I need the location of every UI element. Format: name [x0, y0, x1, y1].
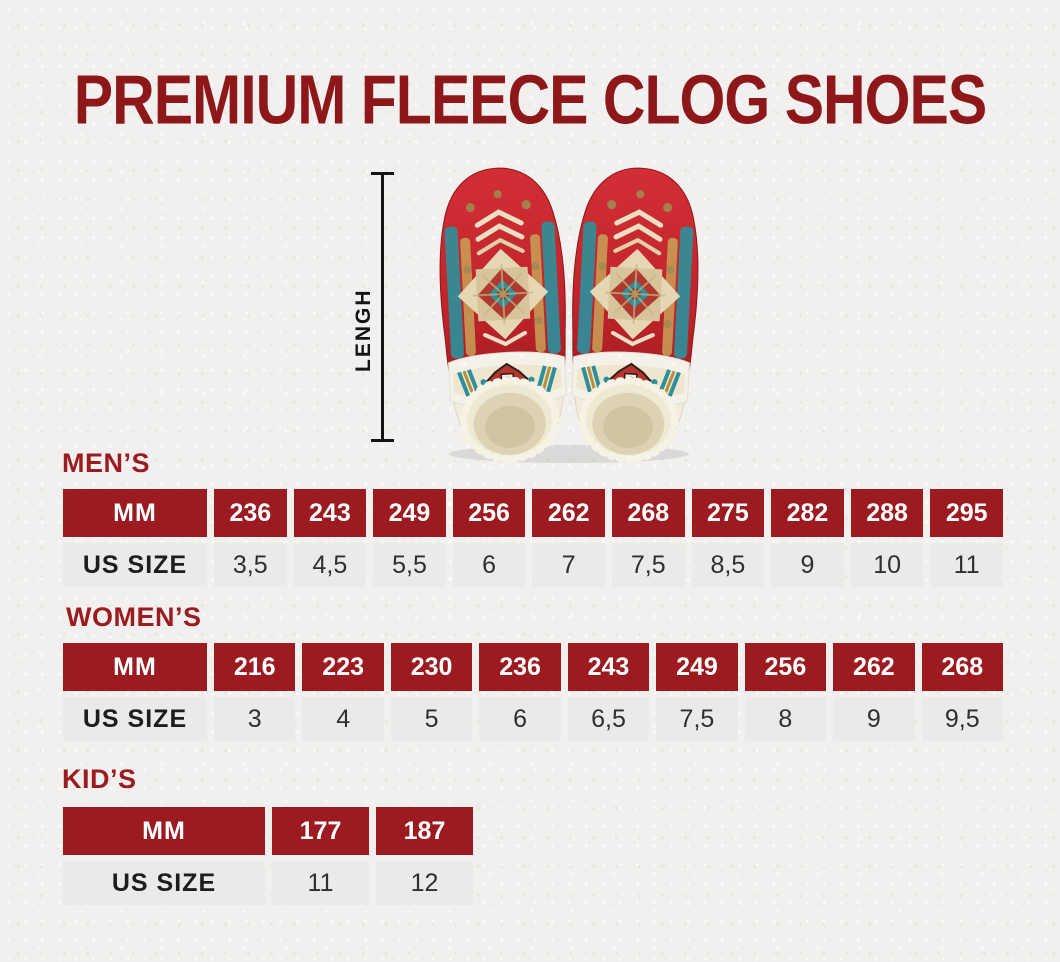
- mm-cell: 268: [921, 643, 1003, 691]
- us-size-cell: 10: [850, 543, 924, 587]
- length-label: LENGH: [352, 288, 375, 373]
- us-size-header-cell: US SIZE: [63, 861, 265, 905]
- mm-cell: 268: [611, 489, 685, 537]
- us-size-cell: 9: [771, 543, 844, 587]
- us-size-cell: 12: [376, 861, 473, 905]
- us-size-cell: 6: [479, 697, 561, 741]
- us-size-cell: 9: [833, 697, 915, 741]
- product-photo: [436, 162, 702, 464]
- us-size-cell: 3,5: [214, 543, 287, 587]
- section-heading-mens: MEN’S: [62, 448, 151, 478]
- us-size-cell: 4: [302, 697, 384, 741]
- mm-cell: 223: [302, 643, 384, 691]
- mm-cell: 262: [833, 643, 915, 691]
- us-size-cell: 5: [390, 697, 473, 741]
- mm-cell: 216: [214, 643, 296, 691]
- mm-cell: 256: [744, 643, 827, 691]
- clog-shoe-left: [436, 165, 574, 463]
- us-size-cell: 6,5: [567, 697, 650, 741]
- clog-shoe-right: [564, 165, 702, 463]
- mm-header-cell: MM: [63, 489, 207, 537]
- length-measure-line: [371, 172, 394, 442]
- us-size-cell: 11: [272, 861, 369, 905]
- section-heading-kids: KID’S: [62, 764, 137, 794]
- mm-cell: 262: [532, 489, 605, 537]
- us-size-cell: 8: [744, 697, 827, 741]
- us-size-header-cell: US SIZE: [63, 543, 207, 587]
- us-size-cell: 4,5: [293, 543, 367, 587]
- mm-cell: 230: [390, 643, 473, 691]
- section-heading-womens: WOMEN’S: [66, 602, 202, 632]
- us-size-cell: 5,5: [373, 543, 446, 587]
- us-size-cell: 7,5: [611, 543, 685, 587]
- mm-cell: 236: [479, 643, 561, 691]
- mm-header-cell: MM: [63, 807, 265, 855]
- mm-cell: 177: [272, 807, 369, 855]
- us-size-cell: 3: [214, 697, 296, 741]
- mm-cell: 243: [567, 643, 650, 691]
- mm-cell: 295: [930, 489, 1003, 537]
- page-title: PREMIUM FLEECE CLOG SHOES: [73, 61, 988, 140]
- mm-cell: 256: [452, 489, 526, 537]
- mm-cell: 249: [373, 489, 446, 537]
- us-size-cell: 7,5: [656, 697, 738, 741]
- us-size-cell: 7: [532, 543, 605, 587]
- mm-cell: 236: [214, 489, 287, 537]
- size-table-womens: MM 216 223 230 236 243 249 256 262 268 U…: [63, 643, 1003, 741]
- mm-header-cell: MM: [63, 643, 207, 691]
- us-size-header-cell: US SIZE: [63, 697, 207, 741]
- us-size-cell: 8,5: [691, 543, 765, 587]
- mm-cell: 187: [376, 807, 473, 855]
- mm-cell: 275: [691, 489, 765, 537]
- size-table-mens: MM 236 243 249 256 262 268 275 282 288 2…: [63, 489, 1003, 587]
- us-size-cell: 11: [930, 543, 1003, 587]
- us-size-cell: 9,5: [921, 697, 1003, 741]
- us-size-cell: 6: [452, 543, 526, 587]
- mm-cell: 282: [771, 489, 844, 537]
- mm-cell: 243: [293, 489, 367, 537]
- size-table-kids: MM 177 187 US SIZE 11 12: [63, 807, 475, 905]
- mm-cell: 288: [850, 489, 924, 537]
- mm-cell: 249: [656, 643, 738, 691]
